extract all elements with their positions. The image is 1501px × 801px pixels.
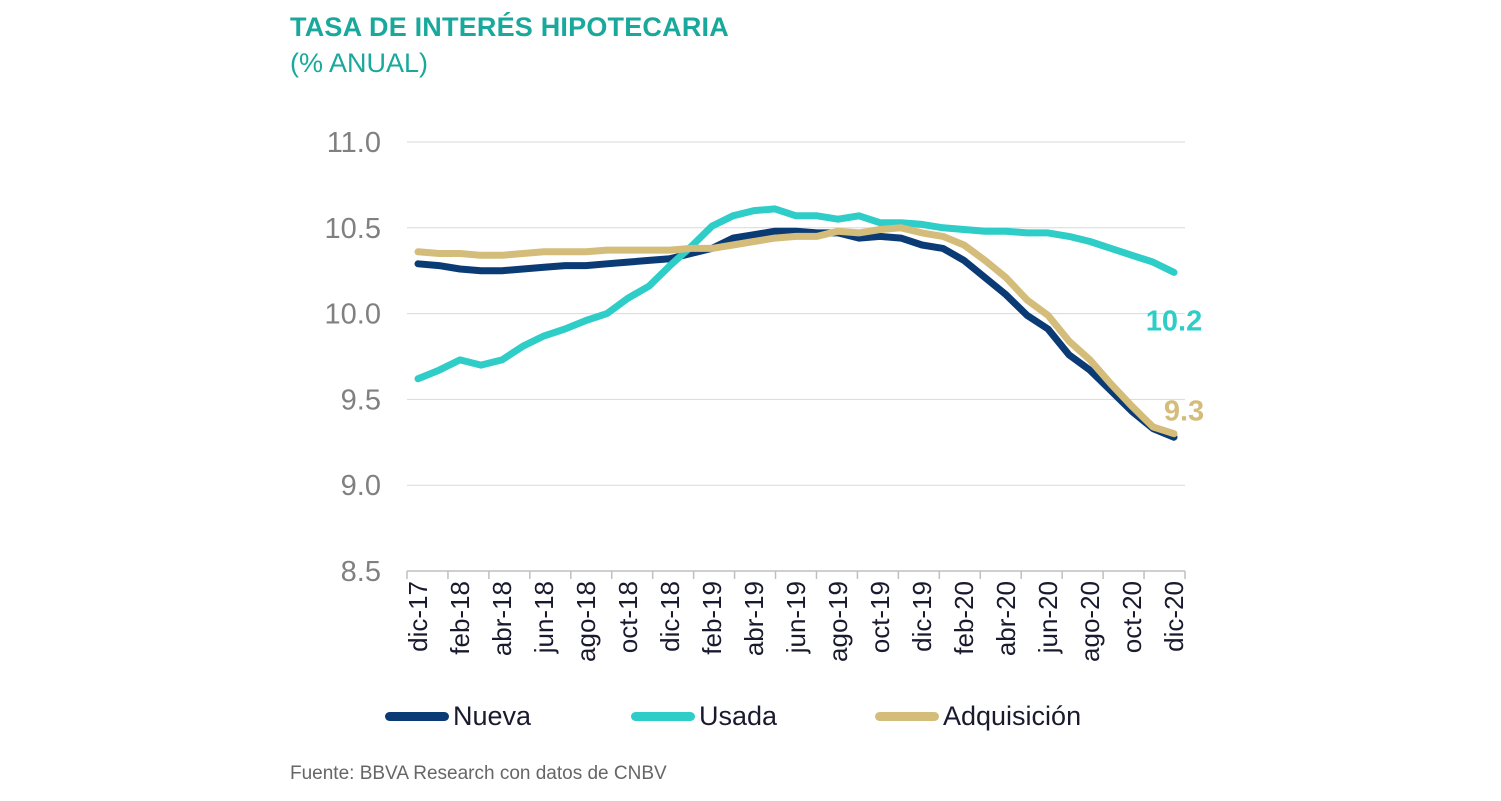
y-tick-label: 11.0 bbox=[327, 127, 381, 159]
x-tick-label: oct-18 bbox=[613, 581, 643, 653]
legend-label-adquisicion: Adquisición bbox=[943, 700, 1082, 731]
x-tick-label: jun-18 bbox=[529, 581, 559, 654]
legend-swatch-usada bbox=[631, 711, 695, 721]
x-tick-label: ago-18 bbox=[571, 581, 601, 662]
series-line-nueva bbox=[414, 227, 1178, 441]
x-tick-label: jun-20 bbox=[1033, 581, 1063, 654]
chart-subtitle: (% ANUAL) bbox=[290, 48, 429, 78]
legend-item-nueva: Nueva bbox=[385, 700, 531, 732]
x-tick-label: dic-17 bbox=[403, 581, 433, 652]
end-value-labels: 10.2 9.3 bbox=[1146, 305, 1204, 427]
chart-title: TASA DE INTERÉS HIPOTECARIA bbox=[290, 12, 729, 42]
series-line-adquisicion bbox=[414, 224, 1178, 438]
y-tick-label: 9.5 bbox=[341, 384, 381, 416]
x-tick-label: dic-19 bbox=[907, 581, 937, 652]
x-tick-label: ago-20 bbox=[1075, 581, 1105, 662]
x-tick-label: dic-18 bbox=[655, 581, 685, 652]
y-tick-label: 8.5 bbox=[341, 556, 381, 588]
x-axis-tick-labels: dic-17 feb-18 abr-18 jun-18 ago-18 oct-18 dic-… bbox=[403, 581, 1189, 662]
x-axis bbox=[406, 570, 1186, 579]
x-tick-label: jun-19 bbox=[781, 581, 811, 654]
legend-label-nueva: Nueva bbox=[453, 700, 532, 731]
y-tick-label: 10.5 bbox=[325, 213, 381, 245]
x-tick-label: abr-19 bbox=[739, 581, 769, 656]
x-tick-label: feb-18 bbox=[445, 581, 475, 655]
y-tick-label: 10.0 bbox=[325, 299, 381, 331]
end-label-usada: 10.2 bbox=[1146, 305, 1202, 337]
legend-item-adquisicion: Adquisición bbox=[875, 700, 1081, 732]
y-tick-label: 9.0 bbox=[341, 470, 381, 502]
series-line-usada bbox=[414, 205, 1178, 383]
x-tick-label: ago-19 bbox=[823, 581, 853, 662]
x-tick-label: feb-19 bbox=[697, 581, 727, 655]
legend-swatch-adquisicion bbox=[875, 711, 939, 721]
x-tick-label: abr-18 bbox=[487, 581, 517, 656]
x-tick-label: abr-20 bbox=[991, 581, 1021, 656]
x-tick-label: dic-20 bbox=[1159, 581, 1189, 652]
x-tick-label: oct-19 bbox=[865, 581, 895, 653]
end-label-adquisicion: 9.3 bbox=[1164, 396, 1204, 428]
legend-swatch-nueva bbox=[385, 711, 449, 721]
x-tick-label: feb-20 bbox=[949, 581, 979, 655]
grid-lines bbox=[407, 141, 1185, 486]
y-axis-tick-labels: 11.0 10.5 10.0 9.5 9.0 8.5 bbox=[325, 127, 381, 588]
legend-item-usada: Usada bbox=[631, 700, 777, 732]
legend-label-usada: Usada bbox=[699, 700, 778, 731]
series-lines bbox=[414, 205, 1178, 441]
source-note: Fuente: BBVA Research con datos de CNBV bbox=[290, 763, 667, 784]
x-tick-label: oct-20 bbox=[1117, 581, 1147, 653]
